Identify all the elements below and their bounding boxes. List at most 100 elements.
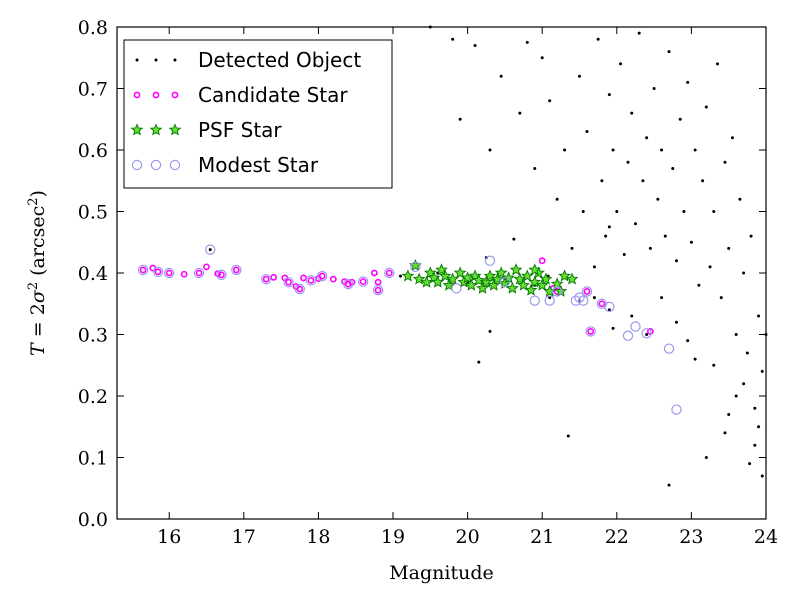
detected-object-point <box>596 37 600 41</box>
candidate-star-point <box>374 278 382 286</box>
modest-star-point <box>484 255 496 266</box>
modest-star-point <box>663 343 675 354</box>
legend-marker-candidate-star-point <box>133 91 141 99</box>
detected-object-point <box>760 369 764 373</box>
modest-star-point <box>193 267 205 279</box>
detected-object-point <box>686 80 690 84</box>
candidate-star-point <box>538 257 546 265</box>
detected-object-point <box>592 296 596 300</box>
detected-object-point <box>525 40 529 44</box>
psf-star-point <box>420 275 433 288</box>
x-tick-label: 23 <box>679 526 703 548</box>
candidate-star-point <box>646 328 654 335</box>
detected-object-point <box>630 111 634 115</box>
detected-object-point <box>719 296 723 300</box>
y-title-unit: (arcsec <box>27 206 49 282</box>
modest-star-point <box>137 264 149 276</box>
y-tick-label: 0.5 <box>78 202 108 224</box>
psf-star-point <box>565 272 579 285</box>
legend-marker-detected-object-point <box>154 58 158 62</box>
detected-object-point <box>585 130 589 134</box>
candidate-star-point <box>374 286 382 294</box>
legend-marker-modest-star-point <box>169 159 181 171</box>
detected-object-point <box>607 225 611 229</box>
candidate-star-point <box>195 269 203 277</box>
legend-label: PSF Star <box>198 118 282 142</box>
detected-object-point <box>540 56 544 60</box>
candidate-star-point <box>583 288 591 295</box>
detected-object-point <box>738 197 742 201</box>
x-tick-label: 24 <box>754 526 778 548</box>
detected-object-point <box>660 148 664 152</box>
modest-star-point <box>578 295 589 306</box>
modest-star-point <box>231 264 242 276</box>
legend-marker-modest-star-point <box>150 159 162 171</box>
detected-object-point <box>622 253 626 257</box>
detected-object-point <box>451 37 455 41</box>
candidate-star-point <box>285 278 292 286</box>
detected-object-point <box>660 296 664 300</box>
legend-marker-candidate-star-point <box>171 91 179 99</box>
detected-object-point <box>745 351 749 355</box>
candidate-star-point <box>307 276 315 284</box>
detected-object-point <box>723 160 727 164</box>
candidate-star-point <box>296 285 304 293</box>
detected-object-point <box>615 210 619 213</box>
modest-star-point <box>622 330 634 341</box>
psf-star-point <box>401 269 415 282</box>
detected-object-point <box>555 197 559 201</box>
detected-object-point <box>641 179 645 183</box>
modest-star-point <box>294 283 305 295</box>
detected-object-point <box>697 283 701 287</box>
x-tick-label: 16 <box>157 526 181 548</box>
psf-star-point <box>513 272 527 285</box>
y-tick-label: 0.3 <box>78 325 108 347</box>
detected-object-point <box>708 265 712 269</box>
candidate-star-point <box>359 278 367 286</box>
detected-object-point <box>734 394 738 398</box>
candidate-star-point <box>348 278 356 286</box>
detected-object-point <box>712 210 716 213</box>
modest-star-point <box>574 292 585 303</box>
detected-object-point <box>592 265 596 269</box>
modest-star-point <box>604 301 615 313</box>
x-axis: 16 17 18 19 20 21 22 23 24 <box>157 27 778 548</box>
modest-star-point <box>529 295 540 306</box>
detected-object-point <box>727 412 731 416</box>
legend-entries: Detected Object Candidate Star PSF Star Mod… <box>130 48 361 177</box>
detected-object-point <box>533 166 537 170</box>
detected-object-point <box>663 234 667 238</box>
y-title-sigma: σ <box>27 289 49 303</box>
legend-marker-candidate-star-point <box>152 91 160 99</box>
detected-object-point <box>686 339 690 343</box>
psf-star-point <box>453 266 467 279</box>
psf-star-point <box>543 284 557 297</box>
detected-object-point <box>652 87 656 90</box>
modest-star-point <box>164 267 175 279</box>
detected-object-point <box>689 240 693 244</box>
y-title-equals: = 2 <box>27 303 49 343</box>
detected-object-point <box>701 179 705 183</box>
detected-object-point <box>581 210 585 213</box>
detected-object-point <box>208 248 212 252</box>
candidate-star-point <box>139 266 147 274</box>
detected-object-point <box>693 148 697 152</box>
legend-marker-modest-star-point <box>131 159 143 171</box>
detected-object-point <box>667 483 671 487</box>
detected-object-point <box>473 43 477 47</box>
detected-object-point <box>648 246 652 250</box>
psf-star-point <box>517 278 530 291</box>
detected-object-point <box>757 314 761 318</box>
detected-object-point <box>637 31 641 35</box>
modest-star-point <box>570 295 581 306</box>
detected-object-point <box>548 296 552 300</box>
x-tick-label: 18 <box>306 526 330 548</box>
y-tick-label: 0.2 <box>78 386 108 408</box>
detected-object-point <box>704 105 708 109</box>
legend-label: Detected Object <box>198 48 361 72</box>
y-tick-label: 0.6 <box>78 140 108 162</box>
detected-object-point <box>748 462 752 466</box>
psf-star-point <box>509 263 523 276</box>
modest-star-point <box>551 286 563 297</box>
psf-star-point <box>535 278 549 291</box>
